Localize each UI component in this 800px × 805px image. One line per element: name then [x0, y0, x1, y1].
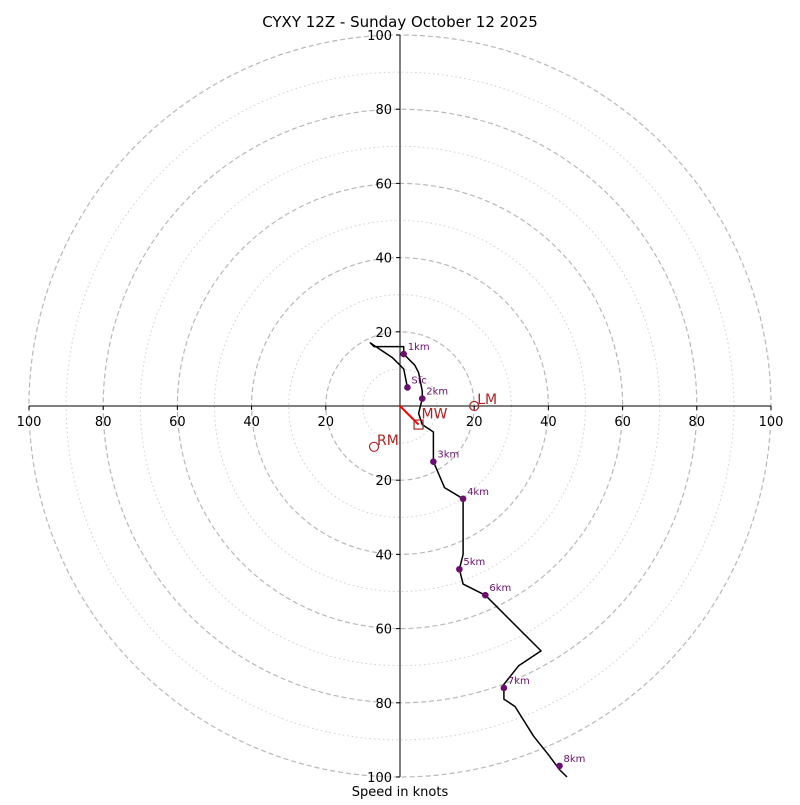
- height-marker-label: 1km: [408, 342, 430, 353]
- mean-wind-marker: [413, 419, 424, 430]
- y-tick-label: 60: [375, 177, 392, 192]
- mean-wind-arrow: [399, 405, 420, 426]
- height-marker-label: 8km: [564, 754, 586, 765]
- storm-motion-label: LM: [477, 392, 497, 408]
- height-marker-point: [404, 384, 411, 391]
- x-tick-label: 60: [614, 415, 631, 430]
- height-marker-point: [556, 762, 563, 770]
- y-tick-label: 80: [375, 103, 392, 118]
- storm-motion-marker: [469, 400, 480, 412]
- y-tick-label: 20: [375, 326, 392, 341]
- storm-motion: LM RM MW: [368, 392, 497, 452]
- x-tick-label: 80: [95, 415, 112, 430]
- storm-motion-marker: [368, 441, 380, 452]
- height-marker-point: [459, 495, 467, 503]
- y-tick-label: 40: [375, 252, 392, 267]
- x-tick-label: 100: [17, 415, 42, 430]
- height-marker-point: [400, 350, 408, 358]
- height-marker-point: [482, 591, 489, 599]
- x-tick-label: 60: [169, 415, 186, 430]
- height-marker-label: 2km: [426, 387, 448, 398]
- storm-motion-label: RM: [377, 433, 399, 449]
- height-marker-label: Sfc: [411, 375, 426, 386]
- y-tick-label: 40: [375, 548, 392, 563]
- height-marker-label: 6km: [489, 583, 511, 594]
- height-marker-label: 7km: [508, 676, 530, 687]
- height-marker-label: 3km: [437, 450, 459, 461]
- x-axis-label: Speed in knots: [352, 785, 449, 800]
- height-marker-point: [418, 395, 426, 402]
- x-tick-label: 20: [466, 415, 483, 430]
- chart-title: CYXY 12Z - Sunday October 12 2025: [262, 13, 538, 31]
- y-tick-label: 60: [375, 623, 392, 638]
- y-tick-label: 80: [375, 697, 392, 712]
- height-marker-point: [430, 458, 437, 465]
- x-tick-label: 40: [540, 415, 557, 430]
- height-marker-label: 5km: [463, 557, 485, 568]
- y-tick-label: 20: [375, 474, 392, 489]
- y-tick-label: 100: [367, 29, 392, 44]
- x-tick-label: 80: [689, 415, 706, 430]
- x-tick-label: 100: [759, 415, 784, 430]
- axis-tick-labels: 100 80 60 40 20 20 40 60 80 100 20 40 60 80 100 20 40 60 8…: [17, 29, 784, 786]
- height-marker-point: [456, 565, 463, 573]
- height-markers: Sfc 1km 2km 3km 4km 5km 6km 7km 8km: [400, 342, 586, 770]
- mean-wind-label: MW: [422, 407, 448, 423]
- height-marker-label: 4km: [467, 487, 489, 498]
- height-marker-point: [500, 684, 508, 692]
- x-tick-label: 20: [318, 415, 335, 430]
- x-tick-label: 40: [243, 415, 260, 430]
- y-tick-label: 100: [367, 771, 392, 786]
